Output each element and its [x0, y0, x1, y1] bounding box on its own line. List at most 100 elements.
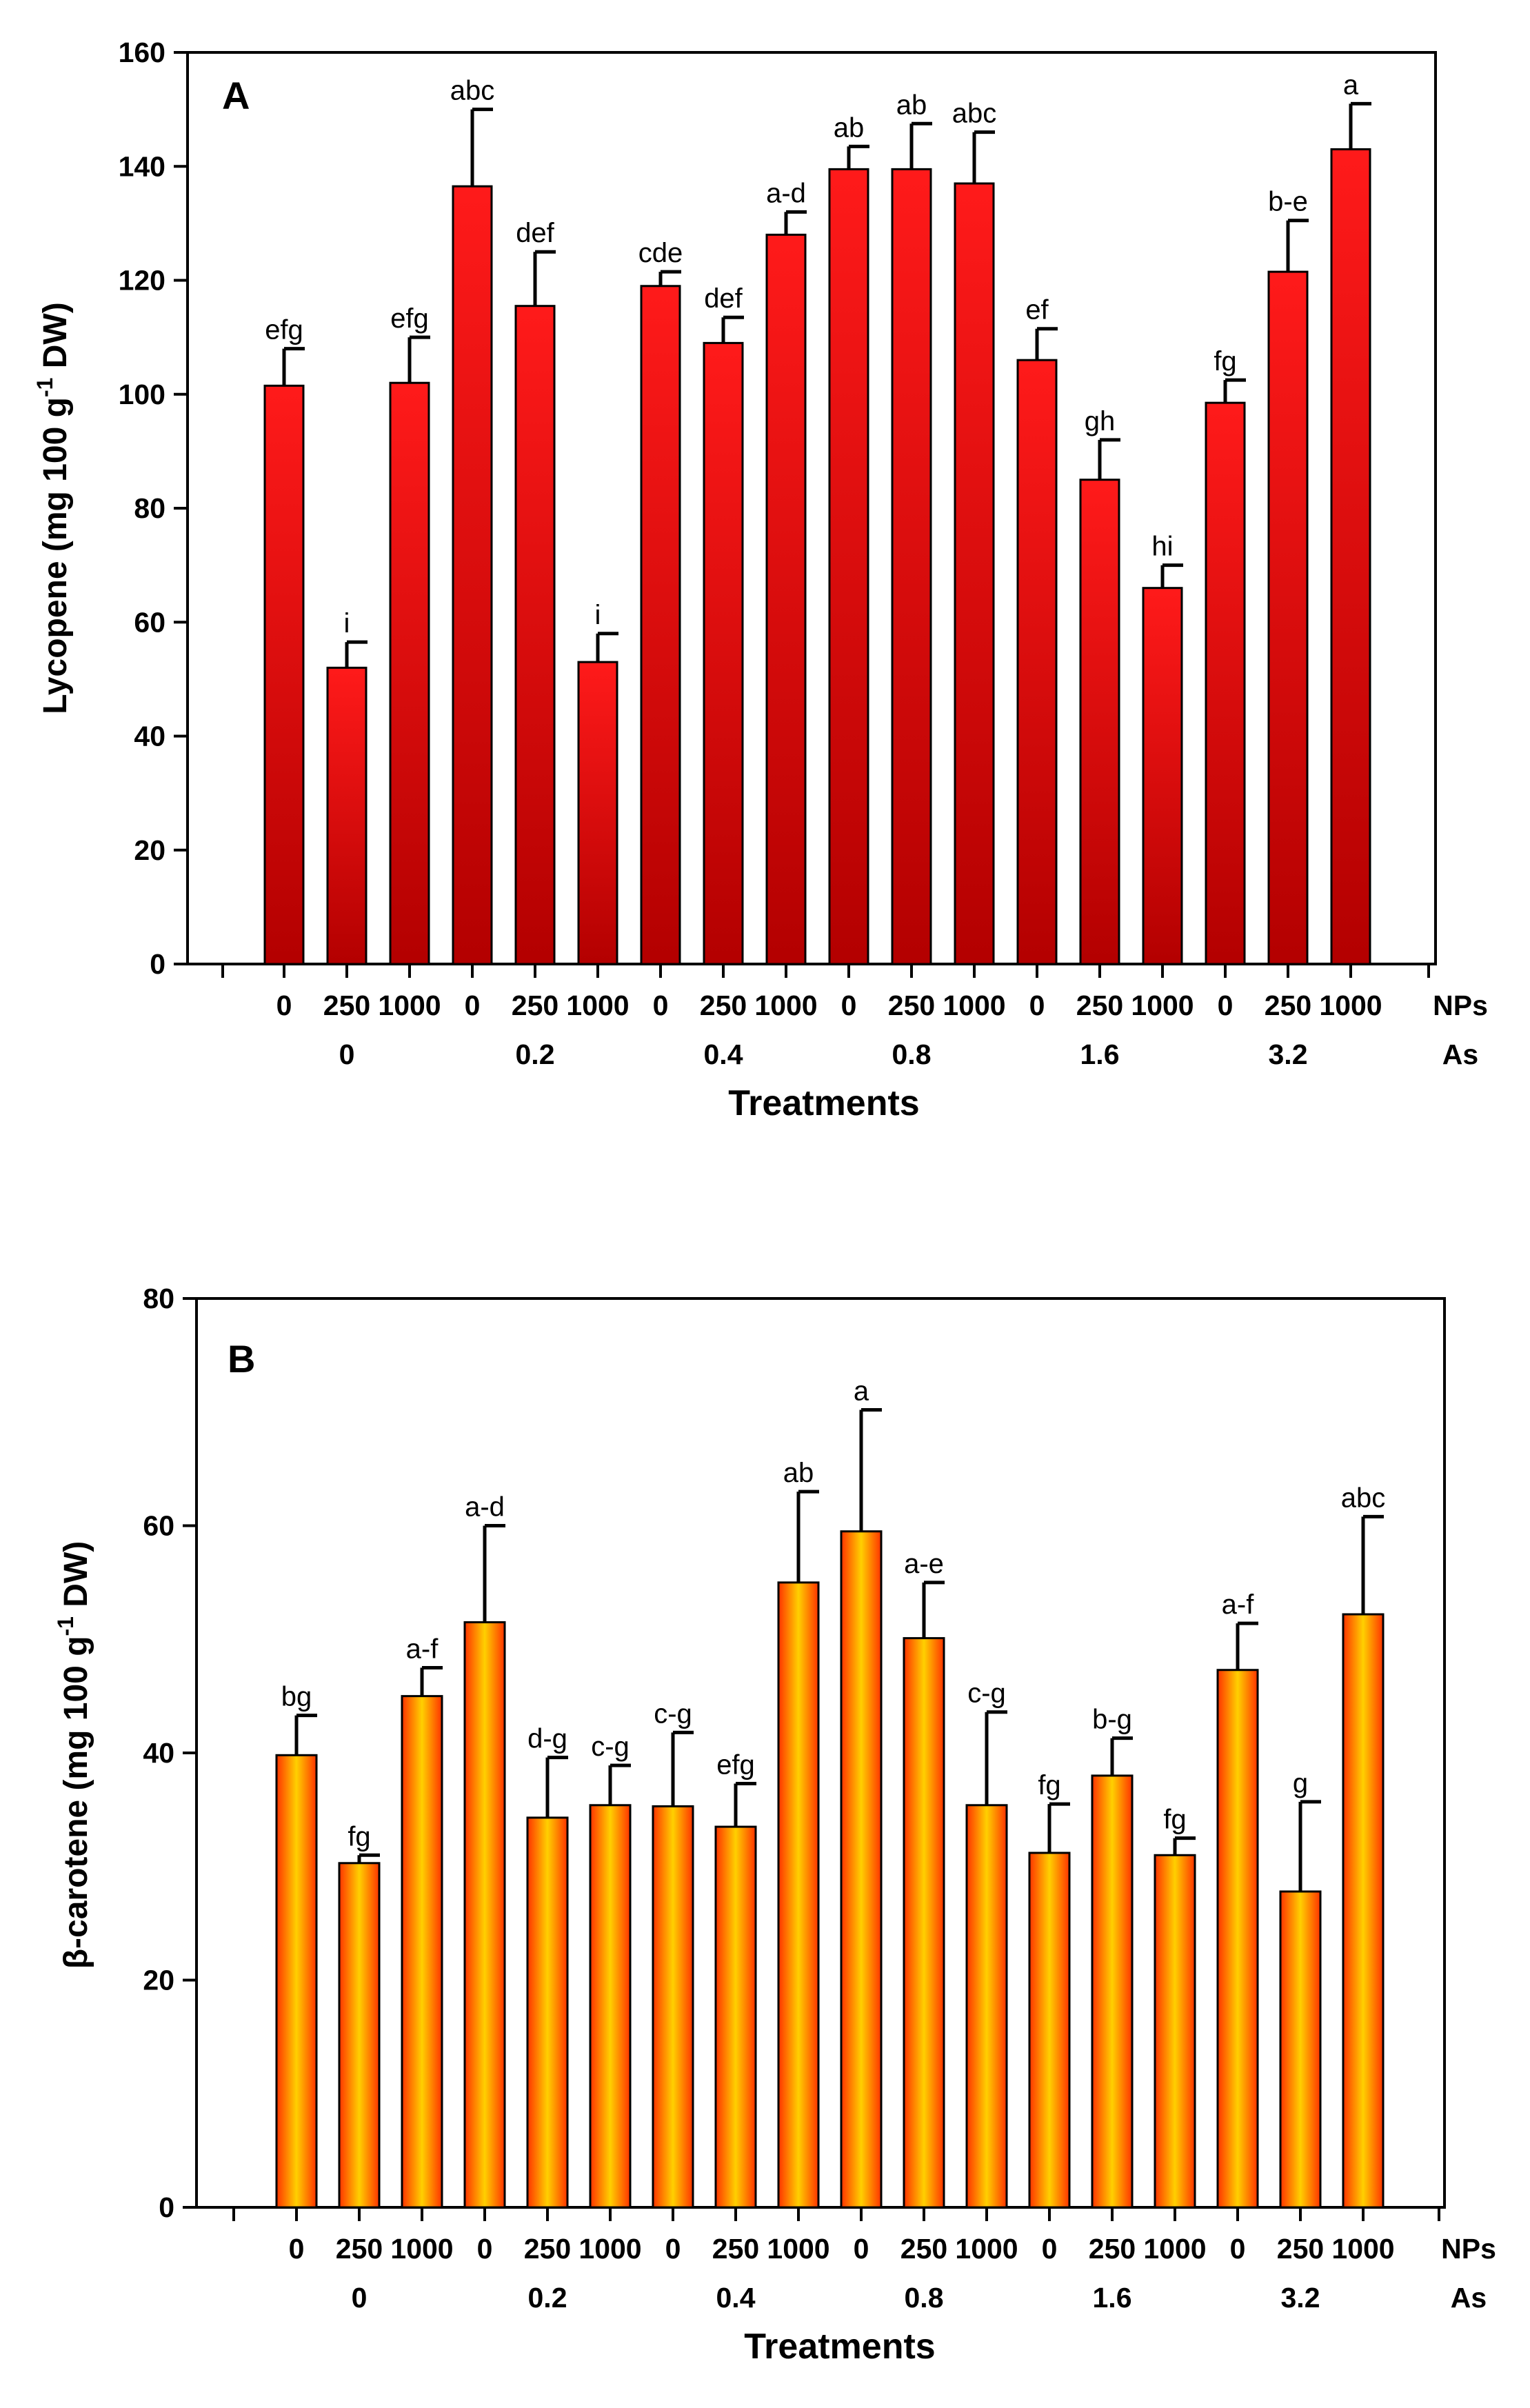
panel-a-np-dose-label: 1000	[1319, 990, 1382, 1021]
panel-a-bar	[389, 381, 430, 965]
panel-b-significance-letter: d-g	[527, 1724, 567, 1754]
panel-b-bar	[1279, 1890, 1322, 2209]
panel-b-x-axis-title: Treatments	[744, 2327, 935, 2367]
panel-a-as-group-label: 0.4	[704, 1039, 743, 1070]
panel-a-y-tick-label: 0	[150, 948, 165, 980]
panel-a-bar	[1267, 270, 1309, 965]
panel-a-bar	[1079, 479, 1120, 965]
panel-b-np-dose-label: 0	[1042, 2233, 1058, 2265]
panel-a-significance-letter: i	[595, 600, 601, 630]
panel-b-as-row-label: As	[1451, 2282, 1487, 2314]
panel-b-significance-letter: g	[1293, 1768, 1308, 1798]
panel-b-significance-letter: fg	[1038, 1770, 1060, 1800]
panel-b-bar	[840, 1530, 883, 2209]
panel-a-plot-frame	[186, 51, 1437, 965]
panel-b-significance-letter: fg	[1163, 1805, 1186, 1835]
panel-a-bar	[326, 666, 368, 965]
panel-a-bar	[765, 233, 807, 965]
panel-a-y-axis: 0 20 40 60 80 100 120 140 160	[119, 37, 188, 980]
panel-a-significance-letter: def	[704, 283, 743, 314]
panel-b-bar	[589, 1804, 632, 2209]
panel-a-np-dose-label: 0	[841, 990, 857, 1021]
panel-a-significance-letter: a	[1343, 70, 1359, 100]
panel-b-np-dose-label: 1000	[1143, 2233, 1206, 2265]
panel-b-as-group-label: 3.2	[1281, 2282, 1320, 2314]
panel-a-y-tick-label: 120	[119, 265, 165, 297]
panel-b-bar	[714, 1825, 757, 2209]
panel-a-np-dose-label: 0	[1218, 990, 1234, 1021]
panel-b-label: B	[228, 1337, 255, 1381]
panel-a-np-dose-label: 0	[1029, 990, 1045, 1021]
panel-b-significance-letter: efg	[716, 1749, 755, 1780]
panel-b-np-dose-label: 0	[477, 2233, 493, 2265]
panel-b-as-group-label: 0.4	[716, 2282, 756, 2314]
panel-a-chart: A 0 20 40 60 80 100 120 140 160 efg i efg abc def i cd…	[32, 37, 1488, 1123]
panel-b-np-dose-label: 1000	[390, 2233, 453, 2265]
panel-a-bar	[640, 285, 681, 965]
panel-a-np-dose-label: 0	[276, 990, 292, 1021]
panel-b-np-dose-label: 1000	[955, 2233, 1018, 2265]
panel-a-x-axis-title: Treatments	[728, 1083, 919, 1123]
panel-b-np-dose-label: 0	[854, 2233, 869, 2265]
panel-a-np-dose-label: 250	[512, 990, 558, 1021]
panel-b-bar	[1216, 1669, 1259, 2209]
panel-b-significance-letter: bg	[281, 1682, 312, 1712]
panel-b-bar	[463, 1621, 506, 2209]
panel-b-nps-row-label: NPs	[1441, 2233, 1496, 2265]
panel-a-significance-letter: a-d	[766, 178, 806, 208]
panel-b-np-dose-label: 250	[1089, 2233, 1136, 2265]
panel-b-np-dose-label: 1000	[1331, 2233, 1394, 2265]
panel-a-significance-letter: gh	[1085, 406, 1116, 437]
panel-a-bar	[1205, 401, 1246, 965]
panel-b-significance-letter: c-g	[967, 1678, 1006, 1709]
panel-b-np-dose-label: 1000	[578, 2233, 641, 2265]
panel-a-nps-row-label: NPs	[1433, 990, 1488, 1021]
panel-b-significance-letter: fg	[348, 1821, 370, 1852]
panel-b-np-dose-label: 0	[1230, 2233, 1246, 2265]
panel-a-bar	[514, 305, 556, 965]
panel-b-y-tick-label: 60	[143, 1510, 174, 1542]
panel-b-significance-letter: a-e	[904, 1549, 944, 1579]
panel-b-bar	[777, 1581, 820, 2209]
panel-a-significance-letter: b-e	[1268, 187, 1308, 217]
panel-b-significance-letter: abc	[1341, 1483, 1386, 1513]
panel-a-bar	[577, 661, 618, 965]
panel-b-bar	[526, 1816, 569, 2209]
panel-a-as-group-label: 0	[339, 1039, 355, 1070]
panel-a-significance-letter: ab	[834, 112, 865, 143]
panel-a-np-dose-label: 0	[465, 990, 481, 1021]
panel-a-significance-letter: efg	[265, 315, 303, 345]
panel-a-significance-letter: ef	[1025, 295, 1049, 325]
panel-b-np-dose-label: 250	[712, 2233, 759, 2265]
panel-a-significance-letter: efg	[390, 303, 429, 334]
panel-a-as-group-label: 0.2	[516, 1039, 555, 1070]
panel-b-bar	[903, 1637, 945, 2209]
panel-b-np-dose-label: 0	[289, 2233, 305, 2265]
panel-a-y-tick-label: 100	[119, 379, 165, 410]
panel-b-chart: B 0 20 40 60 80 bg fg a-f a-d d-g c-g c-g efg ab a a-e…	[53, 1283, 1496, 2367]
panel-a-np-dose-label: 1000	[943, 990, 1005, 1021]
panel-a-np-dose-label: 250	[323, 990, 370, 1021]
panel-a-y-tick-label: 160	[119, 37, 165, 68]
panel-a-y-tick-label: 60	[134, 606, 165, 638]
panel-a-significance-letter: fg	[1214, 346, 1236, 377]
panel-a-np-dose-label: 1000	[754, 990, 817, 1021]
panel-a-np-dose-label: 1000	[566, 990, 629, 1021]
panel-a-y-tick-label: 20	[134, 834, 165, 866]
panel-b-as-group-label: 0.8	[905, 2282, 944, 2314]
panel-a-y-axis-title: Lycopene (mg 100 g-1 DW)	[32, 302, 74, 714]
panel-a-y-tick-label: 140	[119, 150, 165, 182]
panel-b-y-axis: 0 20 40 60 80	[143, 1283, 197, 2223]
panel-a-np-dose-label: 0	[653, 990, 669, 1021]
panel-a-y-tick-label: 80	[134, 492, 165, 524]
panel-a-np-dose-label: 1000	[1131, 990, 1194, 1021]
panel-b-y-axis-title: β-carotene (mg 100 g-1 DW)	[53, 1541, 94, 1969]
panel-a-significance-letter: ab	[896, 90, 927, 120]
panel-a-bar	[1330, 148, 1371, 965]
panel-b-y-tick-label: 80	[143, 1283, 174, 1314]
panel-a-bar	[1142, 587, 1183, 965]
panel-a-significance-letter: abc	[450, 76, 495, 106]
panel-a-label: A	[222, 74, 250, 117]
panel-b-bar	[275, 1754, 318, 2209]
panel-b-significance-letter: a	[854, 1376, 869, 1406]
